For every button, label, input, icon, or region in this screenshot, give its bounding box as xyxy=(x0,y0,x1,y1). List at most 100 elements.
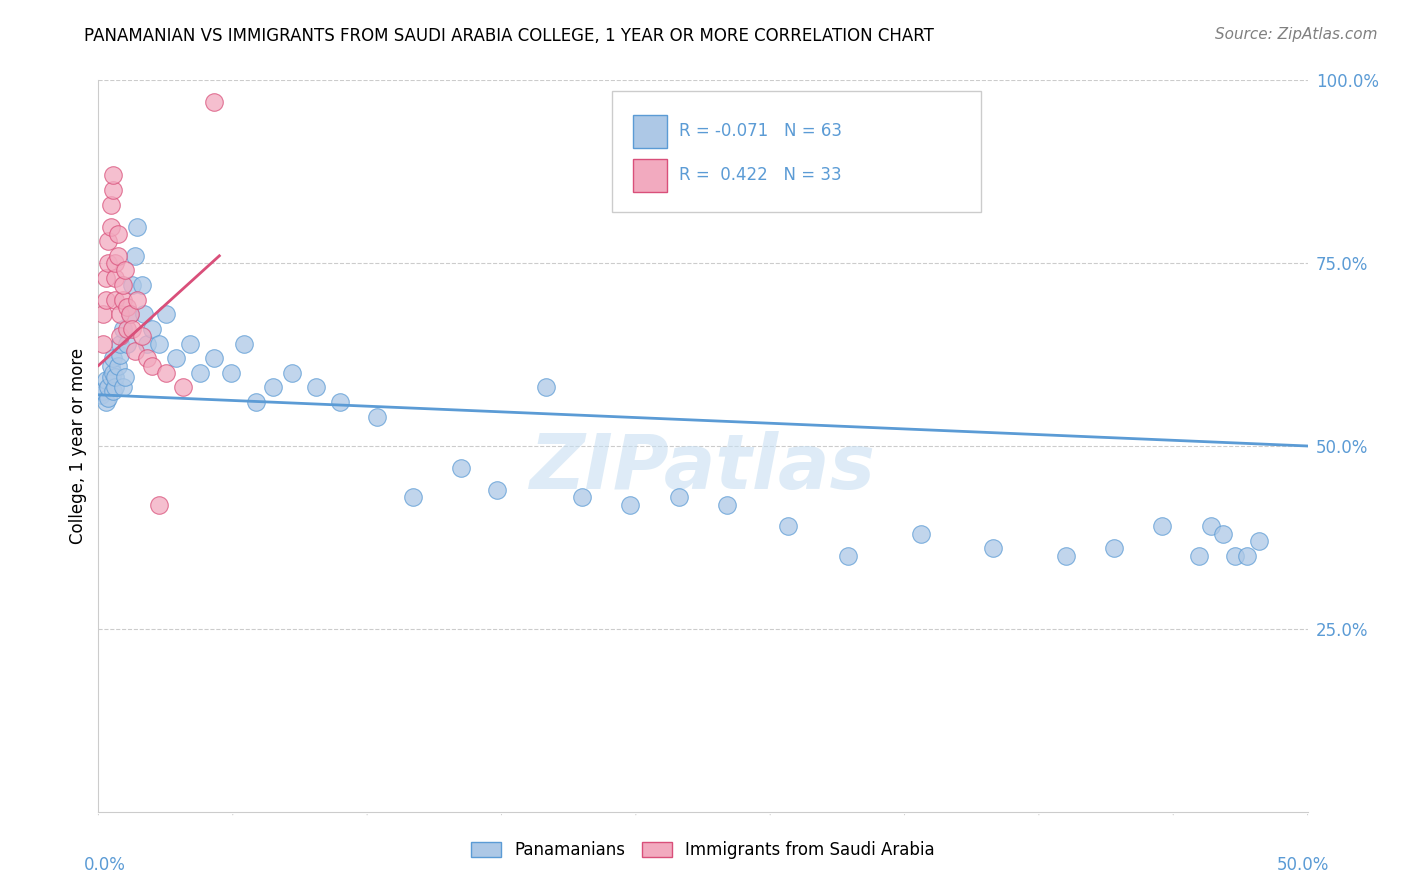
Point xyxy=(104,256,127,270)
Point xyxy=(101,366,124,380)
Point xyxy=(232,336,254,351)
Point xyxy=(262,380,284,394)
Point xyxy=(118,307,141,321)
Point xyxy=(121,278,143,293)
Text: 0.0%: 0.0% xyxy=(84,856,127,874)
Text: Source: ZipAtlas.com: Source: ZipAtlas.com xyxy=(1215,27,1378,42)
Point xyxy=(1249,534,1271,549)
Point xyxy=(104,369,127,384)
Point xyxy=(111,322,134,336)
Point xyxy=(117,336,139,351)
Point xyxy=(94,395,117,409)
Point xyxy=(1188,549,1211,563)
Point xyxy=(107,359,129,373)
Point xyxy=(114,369,136,384)
Text: ZIPatlas: ZIPatlas xyxy=(530,431,876,505)
Point xyxy=(135,336,157,351)
Point xyxy=(221,366,243,380)
Y-axis label: College, 1 year or more: College, 1 year or more xyxy=(69,348,87,544)
Point xyxy=(97,392,120,406)
Point xyxy=(91,336,114,351)
Point xyxy=(131,278,153,293)
Point xyxy=(450,461,472,475)
Point xyxy=(1236,549,1258,563)
Point xyxy=(104,270,127,285)
Point xyxy=(127,219,149,234)
Point xyxy=(245,395,267,409)
Text: R =  0.422   N = 33: R = 0.422 N = 33 xyxy=(679,167,841,185)
Point xyxy=(1223,549,1246,563)
Point xyxy=(117,300,139,314)
Point xyxy=(124,343,146,358)
Text: 50.0%: 50.0% xyxy=(1277,856,1329,874)
Point xyxy=(910,526,932,541)
Point xyxy=(127,293,149,307)
Point xyxy=(329,395,352,409)
Point xyxy=(101,183,124,197)
Point xyxy=(101,351,124,366)
Point xyxy=(131,329,153,343)
Point xyxy=(141,359,163,373)
Point xyxy=(111,380,134,394)
Point xyxy=(94,293,117,307)
Point xyxy=(108,329,131,343)
Point xyxy=(104,380,127,394)
Point xyxy=(97,234,120,248)
Point xyxy=(1102,541,1125,556)
Point xyxy=(716,498,738,512)
Point xyxy=(1212,526,1234,541)
Text: PANAMANIAN VS IMMIGRANTS FROM SAUDI ARABIA COLLEGE, 1 YEAR OR MORE CORRELATION C: PANAMANIAN VS IMMIGRANTS FROM SAUDI ARAB… xyxy=(84,27,934,45)
Point xyxy=(837,549,859,563)
Point xyxy=(155,307,177,321)
Point xyxy=(101,169,124,183)
Point xyxy=(117,322,139,336)
Point xyxy=(141,322,163,336)
Point xyxy=(134,307,156,321)
Point xyxy=(204,351,226,366)
Point xyxy=(619,498,641,512)
Point xyxy=(135,351,157,366)
Point xyxy=(104,293,127,307)
Point xyxy=(107,249,129,263)
Point xyxy=(172,380,194,394)
Point xyxy=(188,366,211,380)
Point xyxy=(155,366,177,380)
Point xyxy=(90,388,112,402)
Point xyxy=(204,95,226,110)
Point xyxy=(91,307,114,321)
Point xyxy=(121,322,143,336)
Point xyxy=(281,366,304,380)
Point xyxy=(100,359,122,373)
Point xyxy=(534,380,557,394)
Point xyxy=(111,293,134,307)
Point xyxy=(668,490,690,504)
Point xyxy=(114,263,136,277)
Point xyxy=(101,384,124,399)
Point xyxy=(97,380,120,394)
Point xyxy=(571,490,593,504)
FancyBboxPatch shape xyxy=(613,91,981,212)
Point xyxy=(118,307,141,321)
FancyBboxPatch shape xyxy=(633,115,666,148)
Text: R = -0.071   N = 63: R = -0.071 N = 63 xyxy=(679,122,842,140)
Point xyxy=(1199,519,1222,533)
Point xyxy=(305,380,328,394)
Point xyxy=(165,351,187,366)
FancyBboxPatch shape xyxy=(633,159,666,192)
Point xyxy=(124,249,146,263)
Point xyxy=(111,278,134,293)
Legend: Panamanians, Immigrants from Saudi Arabia: Panamanians, Immigrants from Saudi Arabi… xyxy=(464,834,942,865)
Point xyxy=(107,227,129,241)
Point xyxy=(1152,519,1174,533)
Point xyxy=(776,519,799,533)
Point xyxy=(108,307,131,321)
Point xyxy=(148,336,170,351)
Point xyxy=(1054,549,1077,563)
Point xyxy=(100,197,122,211)
Point xyxy=(94,373,117,387)
Point xyxy=(108,336,131,351)
Point xyxy=(100,219,122,234)
Point xyxy=(148,498,170,512)
Point xyxy=(91,384,114,399)
Point xyxy=(486,483,509,497)
